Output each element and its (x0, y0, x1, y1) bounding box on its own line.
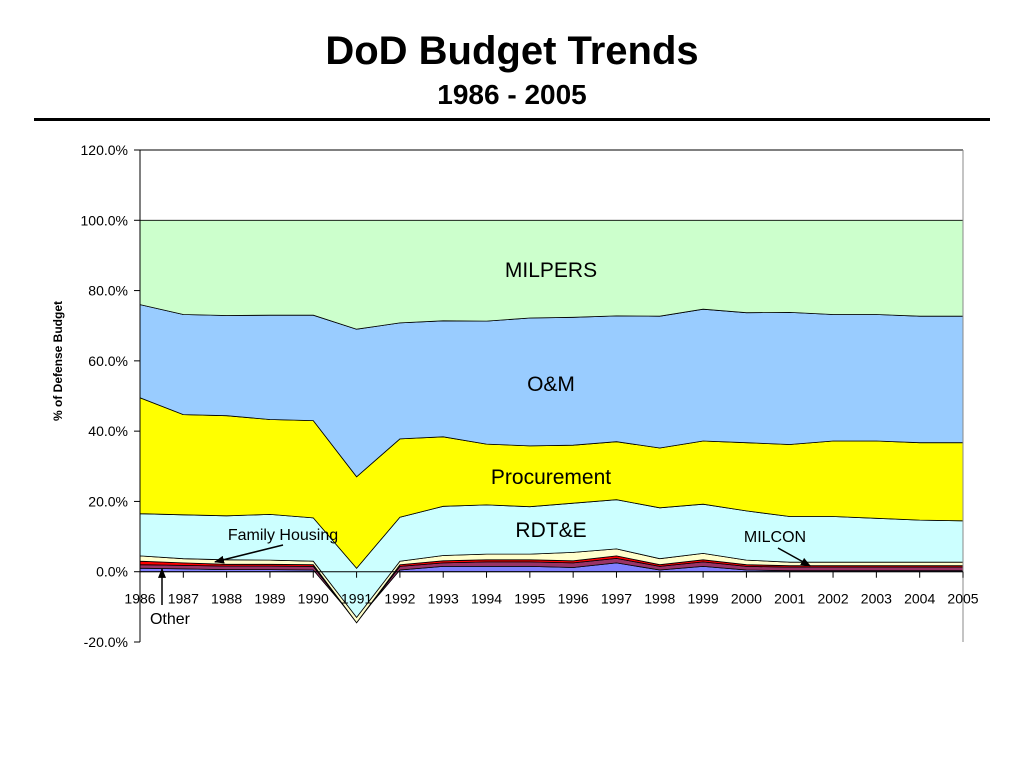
x-tick-label: 1993 (428, 591, 459, 607)
page-subtitle: 1986 - 2005 (437, 79, 587, 110)
y-tick-label: 80.0% (88, 283, 128, 299)
x-tick-label: 1995 (514, 591, 545, 607)
band-label-rdtande: RDT&E (515, 519, 586, 542)
x-tick-label: 1991 (341, 591, 372, 607)
x-tick-label: 1998 (644, 591, 675, 607)
axes-group: 120.0% 100.0% 80.0% 60.0% 40.0% 20.0% 0.0% -20.… (51, 142, 979, 650)
annotation-label-other: Other (150, 611, 191, 628)
y-tick-label: 20.0% (88, 493, 128, 509)
annotation-arrow-milcon (777, 547, 811, 567)
x-tick-label: 2003 (861, 591, 892, 607)
y-tick-label: 40.0% (88, 423, 128, 439)
x-tick-label: 2001 (774, 591, 805, 607)
x-tick-label: 1989 (254, 591, 285, 607)
x-tick-label: 1992 (384, 591, 415, 607)
x-tick-label: 1987 (168, 591, 199, 607)
annotation-label-family-housing: Family Housing (228, 527, 338, 544)
band-label-procurement: Procurement (491, 466, 611, 489)
x-tick-label: 2002 (817, 591, 848, 607)
page-title: DoD Budget Trends (325, 29, 699, 73)
annotation-label-milcon: MILCON (744, 529, 806, 546)
y-tick-label: 100.0% (81, 212, 128, 228)
x-tick-label: 2000 (731, 591, 762, 607)
x-tick-label: 1990 (298, 591, 329, 607)
title-divider (34, 118, 990, 121)
annotation-arrow-family-housing (214, 544, 284, 564)
band-label-oandm: O&M (527, 373, 575, 396)
x-tick-label: 1997 (601, 591, 632, 607)
labels-group: MILPERS O&M Procurement RDT&E Family Housing… (150, 259, 811, 628)
x-tick-label: 1996 (558, 591, 589, 607)
x-tick-label: 2004 (904, 591, 935, 607)
x-tick-label: 1986 (124, 591, 155, 607)
x-tick-label: 2005 (947, 591, 978, 607)
y-axis-title: % of Defense Budget (51, 301, 65, 421)
y-tick-label: 60.0% (88, 353, 128, 369)
x-tick-label: 1994 (471, 591, 502, 607)
x-tick-label: 1988 (211, 591, 242, 607)
y-tick-label: 0.0% (96, 564, 128, 580)
band-label-milpers: MILPERS (505, 259, 597, 282)
y-tick-label: -20.0% (84, 634, 128, 650)
x-tick-label: 1999 (688, 591, 719, 607)
y-tick-label: 120.0% (81, 142, 128, 158)
